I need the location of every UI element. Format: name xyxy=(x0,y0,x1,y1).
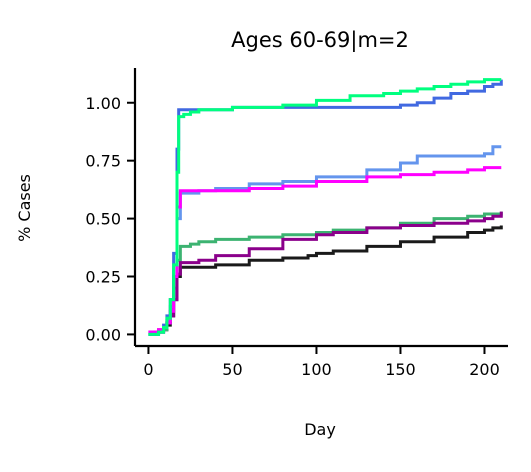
series-line-6 xyxy=(148,79,503,336)
series-line-3 xyxy=(148,211,503,334)
series-line-5 xyxy=(148,166,502,334)
series-line-7 xyxy=(148,78,502,336)
x-tick-label-100: 100 xyxy=(301,360,332,379)
series-layer xyxy=(148,78,503,336)
y-tick-label-4: 1.00 xyxy=(85,94,121,113)
y-tick-label-3: 0.75 xyxy=(85,152,121,171)
x-tick-label-0: 0 xyxy=(143,360,153,379)
y-axis-label: % Cases xyxy=(15,174,34,242)
y-tick-label-1: 0.25 xyxy=(85,268,121,287)
y-tick-label-2: 0.50 xyxy=(85,210,121,229)
axes-layer: 0 50 100 150 200 0.00 0.25 0.50 0.75 1.00 xyxy=(85,68,508,379)
series-line-2 xyxy=(148,211,503,336)
x-tick-label-200: 200 xyxy=(469,360,500,379)
chart-title: Ages 60-69|m=2 xyxy=(231,28,409,53)
y-tick-label-0: 0.00 xyxy=(85,325,121,344)
x-tick-label-50: 50 xyxy=(222,360,242,379)
x-tick-label-150: 150 xyxy=(385,360,416,379)
x-axis-label: Day xyxy=(304,420,336,439)
